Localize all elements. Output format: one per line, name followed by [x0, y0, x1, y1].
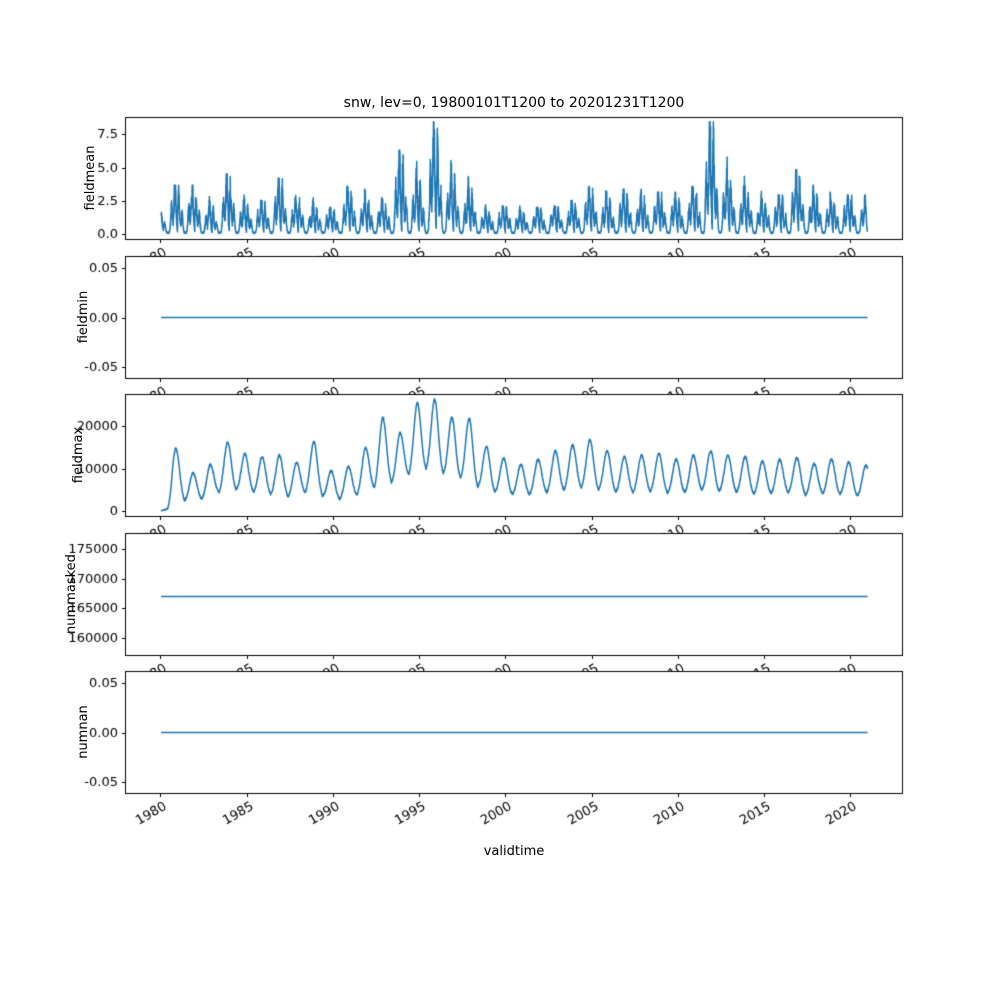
x-axis-label-validtime: validtime	[483, 844, 545, 859]
y-axis-label-fieldmax: fieldmax	[71, 426, 86, 484]
figure-title: snw, lev=0, 19800101T1200 to 20201231T12…	[343, 95, 685, 111]
y-axis-label-fieldmean: fieldmean	[83, 145, 98, 211]
y-axis-label-fieldmin: fieldmin	[76, 290, 91, 344]
y-axis-label-nummasked: nummasked	[64, 554, 79, 634]
y-axis-label-numnan: numnan	[76, 705, 91, 759]
subplot-numnan-canvas	[0, 670, 1000, 842]
